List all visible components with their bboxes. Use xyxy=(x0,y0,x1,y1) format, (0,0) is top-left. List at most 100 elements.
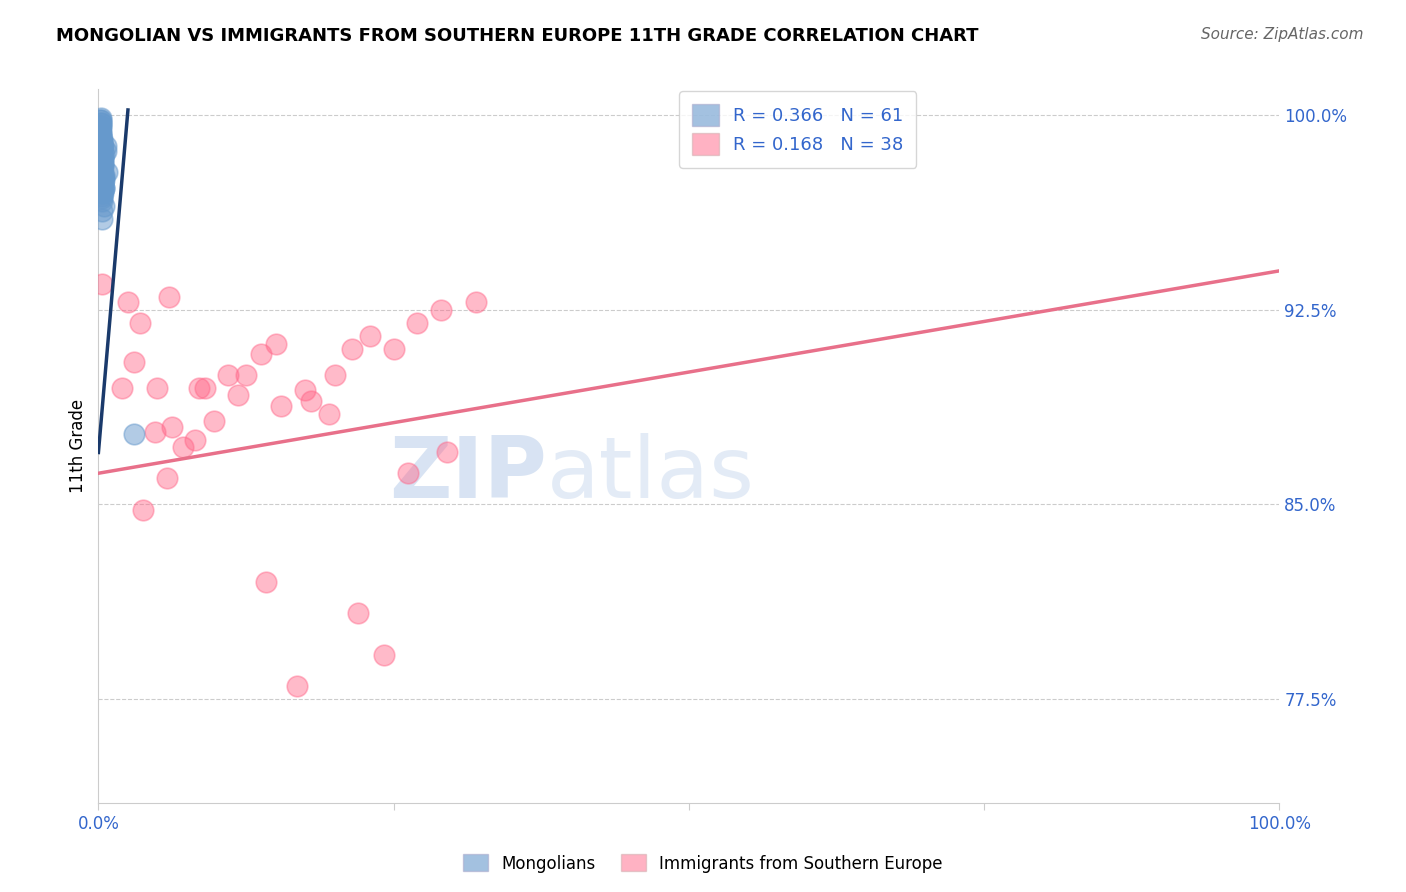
Point xyxy=(299,393,322,408)
Point xyxy=(91,147,114,161)
Point xyxy=(91,139,114,153)
Point xyxy=(187,381,209,395)
Point xyxy=(91,204,114,219)
Point xyxy=(91,191,114,205)
Point xyxy=(91,157,114,171)
Point xyxy=(93,181,115,195)
Point xyxy=(90,121,112,136)
Point xyxy=(91,183,114,197)
Point xyxy=(91,147,114,161)
Point xyxy=(94,139,117,153)
Point xyxy=(430,302,453,317)
Legend: Mongolians, Immigrants from Southern Europe: Mongolians, Immigrants from Southern Eur… xyxy=(457,847,949,880)
Point xyxy=(264,336,287,351)
Point xyxy=(359,328,381,343)
Point xyxy=(93,170,115,185)
Point xyxy=(90,134,112,148)
Point xyxy=(91,176,114,190)
Point xyxy=(91,162,114,177)
Point xyxy=(90,116,112,130)
Point xyxy=(132,502,155,516)
Point xyxy=(396,467,419,481)
Point xyxy=(89,124,111,138)
Point xyxy=(194,381,217,395)
Point xyxy=(91,170,114,185)
Point xyxy=(160,419,183,434)
Point xyxy=(382,342,405,356)
Point xyxy=(91,188,114,202)
Point xyxy=(91,194,114,208)
Point xyxy=(323,368,346,382)
Point xyxy=(270,399,292,413)
Point xyxy=(111,381,134,395)
Text: ZIP: ZIP xyxy=(389,433,547,516)
Point xyxy=(217,368,239,382)
Point xyxy=(90,119,112,133)
Text: Source: ZipAtlas.com: Source: ZipAtlas.com xyxy=(1201,27,1364,42)
Point xyxy=(91,165,114,179)
Point xyxy=(91,153,114,167)
Point xyxy=(91,178,114,193)
Y-axis label: 11th Grade: 11th Grade xyxy=(69,399,87,493)
Point xyxy=(90,150,112,164)
Point xyxy=(91,211,114,226)
Point xyxy=(91,139,114,153)
Point xyxy=(93,181,115,195)
Point xyxy=(91,139,114,153)
Text: atlas: atlas xyxy=(547,433,755,516)
Point xyxy=(436,445,458,459)
Point xyxy=(406,316,429,330)
Point xyxy=(184,433,207,447)
Point xyxy=(93,173,115,187)
Point xyxy=(91,186,114,200)
Point xyxy=(90,134,112,148)
Point xyxy=(347,607,370,621)
Point xyxy=(90,142,112,156)
Point xyxy=(143,425,166,439)
Point xyxy=(250,347,273,361)
Point xyxy=(172,440,194,454)
Point xyxy=(91,160,114,174)
Point xyxy=(93,147,115,161)
Point xyxy=(91,277,114,291)
Point xyxy=(285,679,308,693)
Point xyxy=(91,176,114,190)
Point xyxy=(90,160,112,174)
Point xyxy=(226,388,249,402)
Point xyxy=(318,407,340,421)
Point xyxy=(128,316,150,330)
Point xyxy=(90,126,112,140)
Point xyxy=(91,173,114,187)
Point xyxy=(373,648,395,662)
Point xyxy=(90,111,112,125)
Point xyxy=(156,471,179,485)
Point xyxy=(90,131,112,145)
Point xyxy=(91,157,114,171)
Point xyxy=(90,113,112,128)
Point xyxy=(91,186,114,200)
Point xyxy=(235,368,257,382)
Text: MONGOLIAN VS IMMIGRANTS FROM SOUTHERN EUROPE 11TH GRADE CORRELATION CHART: MONGOLIAN VS IMMIGRANTS FROM SOUTHERN EU… xyxy=(56,27,979,45)
Point xyxy=(89,121,111,136)
Point xyxy=(157,290,180,304)
Point xyxy=(89,124,111,138)
Point xyxy=(202,414,225,428)
Point xyxy=(342,342,364,356)
Point xyxy=(96,165,118,179)
Legend: R = 0.366   N = 61, R = 0.168   N = 38: R = 0.366 N = 61, R = 0.168 N = 38 xyxy=(679,91,917,168)
Point xyxy=(93,199,115,213)
Point xyxy=(146,381,169,395)
Point xyxy=(90,116,112,130)
Point xyxy=(91,134,114,148)
Point xyxy=(89,119,111,133)
Point xyxy=(93,168,115,182)
Point xyxy=(91,131,114,145)
Point xyxy=(465,295,488,310)
Point xyxy=(90,128,112,143)
Point xyxy=(91,145,114,159)
Point xyxy=(90,126,112,140)
Point xyxy=(91,136,114,151)
Point xyxy=(294,383,316,397)
Point xyxy=(117,295,139,310)
Point xyxy=(254,575,277,590)
